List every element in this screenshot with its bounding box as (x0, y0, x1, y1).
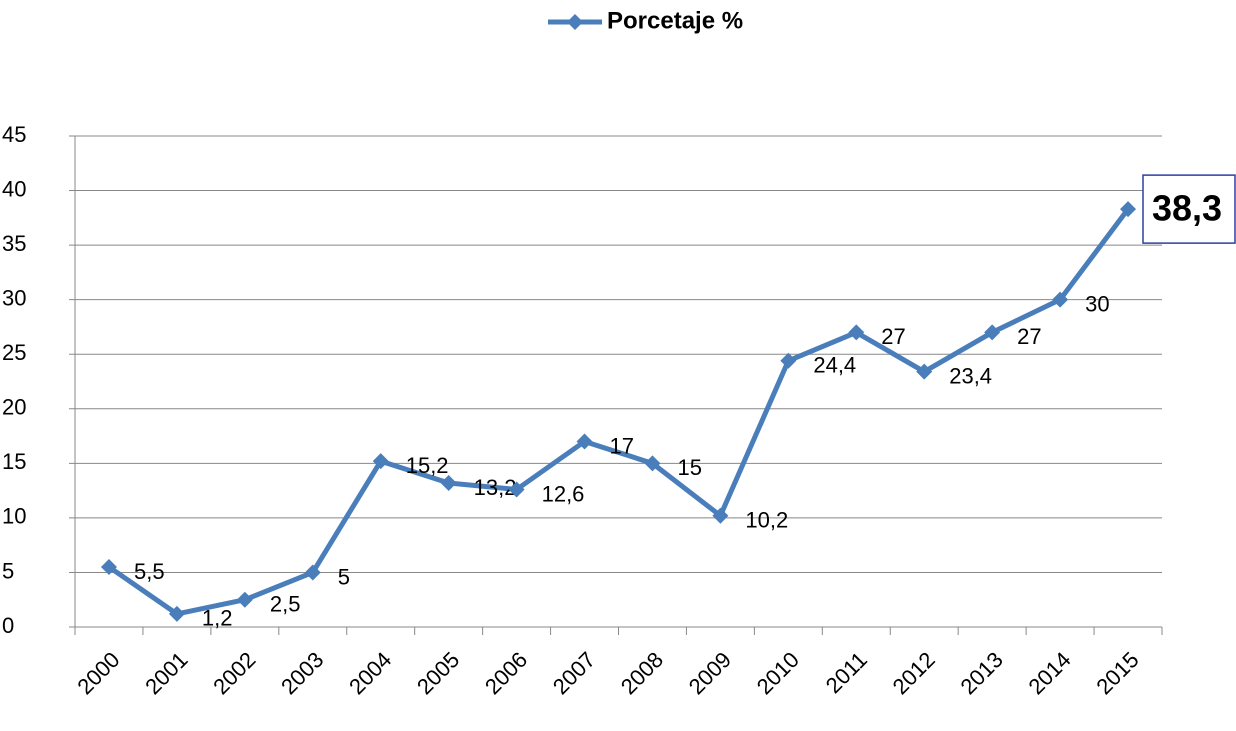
data-label: 38,3 (1152, 188, 1222, 229)
point-marker (168, 605, 185, 622)
x-tick-label: 2006 (480, 647, 532, 699)
x-tick-label: 2014 (1023, 647, 1075, 699)
y-tick-label: 20 (2, 395, 26, 420)
data-label: 27 (881, 324, 905, 349)
data-label: 27 (1017, 324, 1041, 349)
y-tick-label: 5 (2, 558, 14, 583)
point-marker (984, 324, 1001, 341)
point-marker (236, 591, 253, 608)
point-marker (644, 455, 661, 472)
x-tick-label: 2015 (1091, 647, 1143, 699)
point-marker (780, 352, 797, 369)
x-tick-label: 2009 (684, 647, 736, 699)
x-tick-label: 2008 (616, 647, 668, 699)
point-marker (1052, 291, 1069, 308)
data-label: 1,2 (202, 606, 233, 631)
x-tick-label: 2003 (276, 647, 328, 699)
y-tick-label: 35 (2, 231, 26, 256)
data-label: 15,2 (406, 453, 449, 478)
x-tick-label: 2005 (412, 647, 464, 699)
data-label: 2,5 (270, 592, 301, 617)
point-marker (508, 481, 525, 498)
point-marker (576, 433, 593, 450)
data-label: 13,2 (474, 475, 517, 500)
y-tick-label: 30 (2, 285, 26, 310)
point-marker (1120, 201, 1137, 218)
x-tick-label: 2004 (344, 647, 396, 699)
x-tick-label: 2012 (888, 647, 940, 699)
data-label: 15 (677, 455, 701, 480)
point-marker (440, 474, 457, 491)
label-box (1142, 174, 1236, 244)
x-tick-label: 2007 (548, 647, 600, 699)
y-tick-label: 10 (2, 504, 26, 529)
series-line (107, 207, 1131, 617)
data-label: 24,4 (813, 353, 856, 378)
x-tick-label: 2011 (821, 647, 872, 698)
point-marker (712, 507, 729, 524)
y-tick-label: 15 (2, 449, 26, 474)
data-label: 23,4 (949, 363, 992, 388)
y-tick-label: 25 (2, 340, 26, 365)
legend-label: Porcetaje % (607, 7, 743, 34)
data-label: 5,5 (134, 559, 165, 584)
y-tick-label: 40 (2, 176, 26, 201)
x-tick-label: 2000 (72, 647, 124, 699)
data-label: 5 (338, 564, 350, 589)
point-marker (372, 453, 389, 470)
x-tick-label: 2001 (140, 647, 192, 699)
x-tick-label: 2010 (752, 647, 804, 699)
point-marker (304, 564, 321, 581)
y-tick-label: 0 (2, 613, 14, 638)
y-tick-label: 45 (2, 122, 26, 147)
point-marker (916, 363, 933, 380)
x-tick-label: 2002 (208, 647, 260, 699)
legend-marker (567, 14, 583, 30)
data-label: 10,2 (745, 508, 788, 533)
point-marker (100, 558, 117, 575)
point-marker (848, 324, 865, 341)
data-label: 12,6 (542, 481, 585, 506)
data-label: 30 (1085, 291, 1109, 316)
data-label: 17 (610, 433, 634, 458)
x-tick-label: 2013 (956, 647, 1008, 699)
